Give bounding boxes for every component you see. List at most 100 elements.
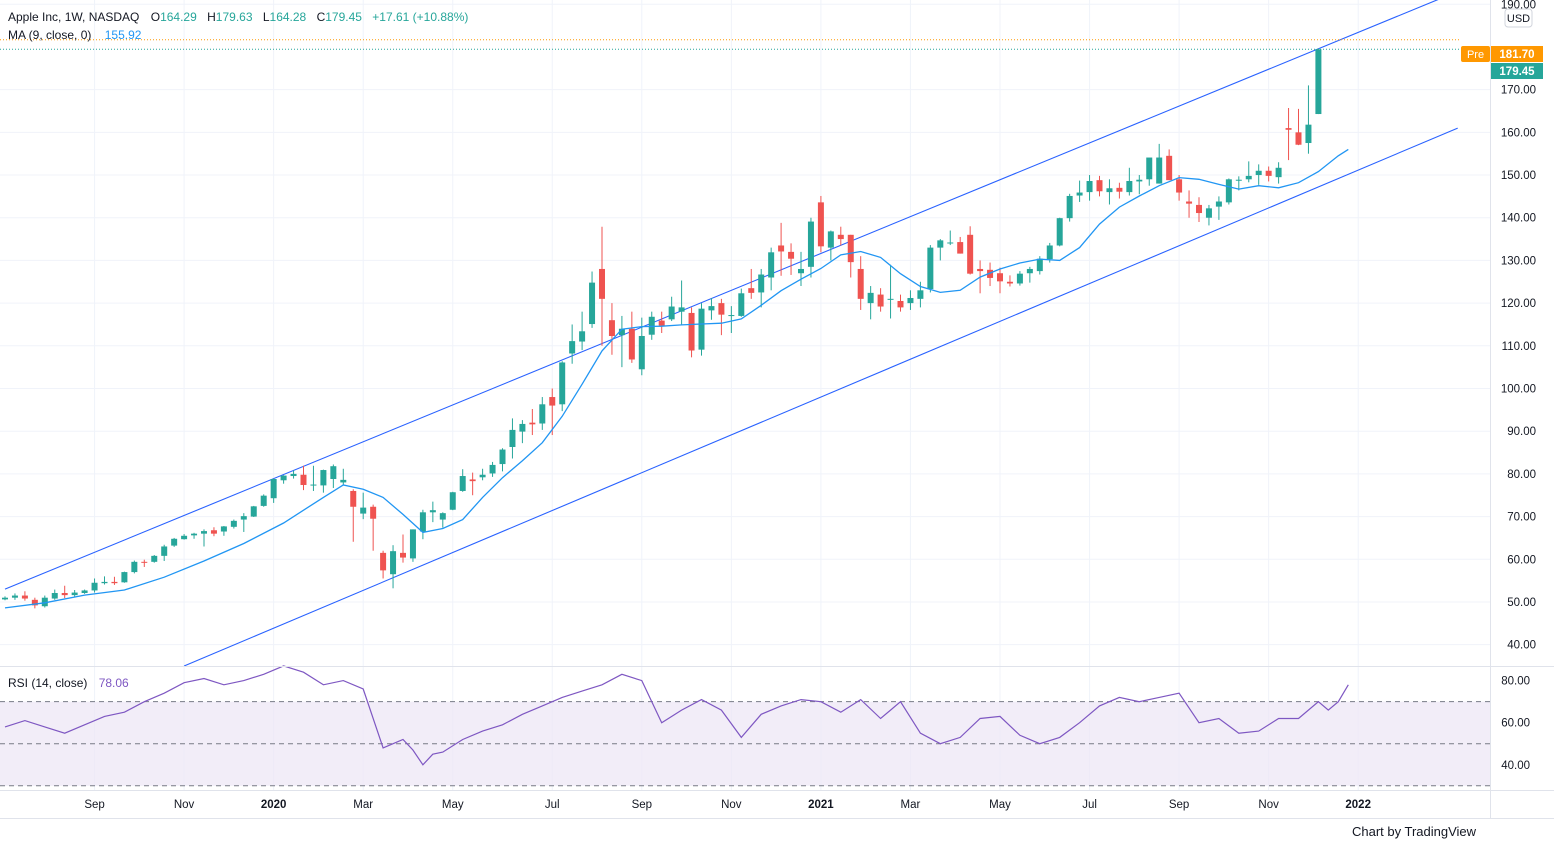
last-price-label [1491,63,1543,79]
candle [1305,85,1312,154]
candle-body [728,315,735,317]
candle [778,222,785,276]
candle-body [1086,181,1093,193]
time-tick-label: Sep [84,799,104,811]
candle [429,501,436,523]
candle [788,243,795,275]
time-tick-label: Nov [174,799,195,811]
candle-body [1106,188,1113,193]
tradingview-attribution[interactable]: Chart by TradingView [1352,824,1477,839]
currency-badge[interactable] [1504,8,1533,28]
candle [1026,266,1033,283]
time-axis[interactable]: Sep Nov 2020 Mar May Jul Sep Nov 2021 Mar May Jul Se… [84,799,1371,811]
price-tick-label: 100.00 [1501,384,1536,396]
candle-body [748,288,755,293]
candle-body [2,597,8,600]
candle-body [151,555,158,562]
grid [0,0,1490,790]
candle-body [798,268,804,274]
trend-channel[interactable] [4,0,1458,667]
candle-body [1295,132,1302,145]
candle-body [1245,175,1252,180]
candle [1205,204,1212,226]
candle [967,226,974,275]
candle [748,268,755,299]
candle [390,545,397,589]
candles [2,48,1322,609]
time-tick-label: Nov [1258,799,1279,811]
candle-body [220,526,227,532]
candle-body [1265,170,1272,176]
candle [1066,193,1073,222]
candle [230,519,237,529]
candle-body [549,397,556,406]
candle-body [678,307,685,312]
candle [1275,162,1282,184]
legend-rsi[interactable]: RSI (14, close) 78.06 [8,676,129,690]
candle [1285,108,1292,161]
candle [81,589,88,594]
candle [1255,164,1262,185]
legend-ma[interactable]: MA (9, close, 0) 155.92 [8,28,142,42]
candle-body [1225,179,1232,203]
candle [1096,175,1103,197]
candle-body [21,595,28,599]
candle-body [300,474,307,485]
candle-body [847,234,854,263]
candle-body [240,516,247,520]
candle-body [449,492,456,510]
candle-body [579,331,586,342]
candle-body [31,599,38,606]
candle-body [419,512,426,532]
price-tick-label: 140.00 [1501,213,1536,225]
candle-body [489,464,496,474]
candle-body [967,234,974,274]
candle-body [409,529,416,559]
candle [658,311,665,333]
price-tick-label: 120.00 [1501,298,1536,310]
candle-body [101,581,108,584]
candle [260,494,267,507]
candle [101,576,108,585]
candle [648,311,655,340]
candle-body [877,294,884,307]
candle-body [350,490,357,507]
candle [31,597,38,609]
price-lines [0,39,1490,50]
candle-body [947,242,954,244]
candle [1215,196,1222,220]
candle-body [400,552,406,558]
price-tick-label: 90.00 [1507,426,1536,438]
candle [409,529,416,562]
last-price-value: 179.45 [1499,66,1535,78]
price-axis[interactable]: 40.00 50.00 60.00 70.00 80.00 90.00 100.00 110.… [1501,0,1536,652]
candle [1116,182,1123,199]
premarket-price-value: 181.70 [1499,49,1534,61]
candle [91,578,98,593]
candle [837,226,844,246]
legend-ohlc[interactable]: Apple Inc, 1W, NASDAQ O164.29 H179.63 L1… [8,10,468,24]
candle-body [131,561,138,573]
change-value: +17.61 (+10.88%) [372,10,468,24]
candle [161,544,168,561]
candle [618,315,625,368]
candle-body [1096,180,1103,192]
candle [280,475,287,484]
candle-body [499,449,506,465]
candle-body [917,290,924,299]
candle-body [290,473,297,477]
rsi-tick-label: 40.00 [1501,760,1530,772]
candle [300,465,307,491]
candle [41,595,48,608]
candle [1166,149,1173,181]
candle-body [529,422,536,425]
time-tick-label: Jul [545,799,560,811]
candle [519,420,526,444]
candle [1186,190,1193,218]
rsi-axis[interactable]: 40.00 60.00 80.00 [1501,676,1530,772]
candle-body [628,328,635,360]
candle-body [957,242,964,254]
rsi-tick-label: 60.00 [1501,718,1530,730]
candle-body [210,530,217,534]
